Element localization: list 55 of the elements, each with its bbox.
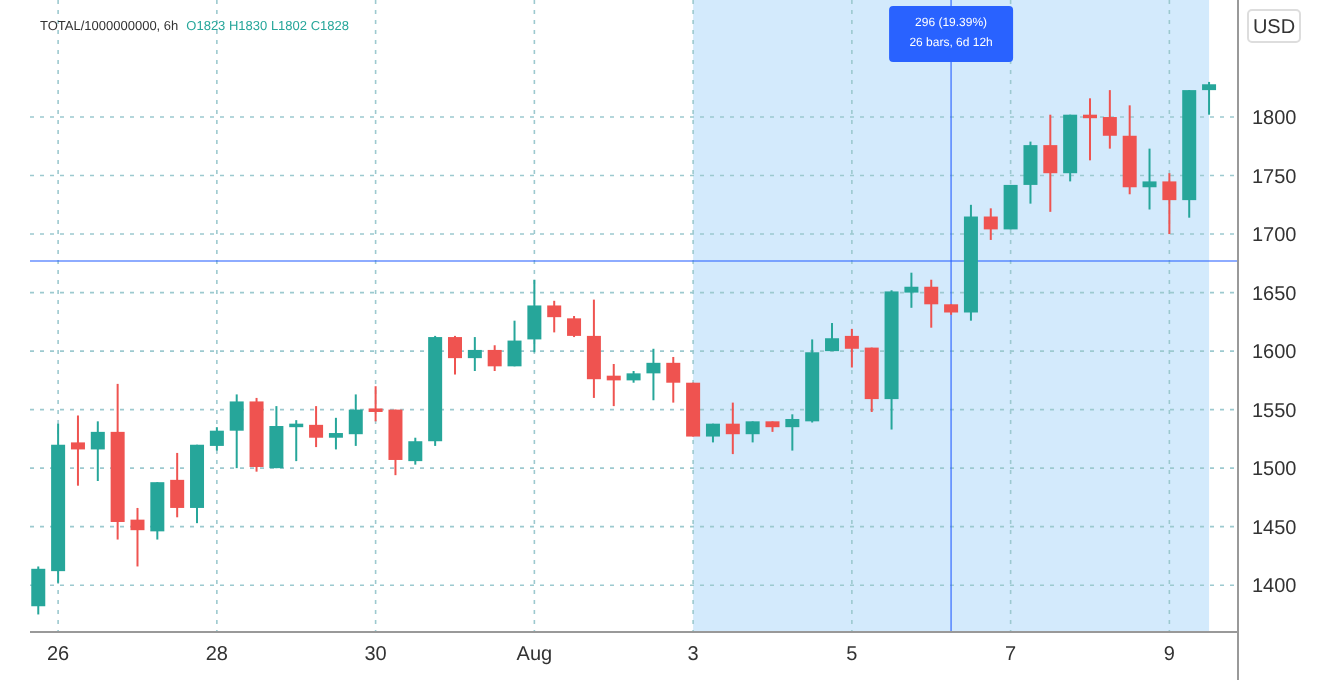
x-tick-label: 9 xyxy=(1163,644,1176,666)
candlestick xyxy=(90,420,105,483)
candlestick xyxy=(844,327,859,369)
candlestick xyxy=(586,298,601,399)
candlestick xyxy=(209,426,224,452)
candlestick xyxy=(785,413,800,452)
candlestick xyxy=(904,271,919,309)
candlestick xyxy=(983,207,998,241)
candlestick xyxy=(646,347,661,402)
y-tick-label: 1650 xyxy=(1252,283,1298,306)
candlestick xyxy=(1202,80,1217,116)
x-tick-label: 28 xyxy=(205,644,229,666)
y-axis-title: USD xyxy=(1252,17,1296,39)
candlestick xyxy=(547,299,562,334)
y-tick-label: 1500 xyxy=(1252,459,1298,482)
candlestick xyxy=(309,405,324,449)
candlestick xyxy=(745,420,760,444)
candlestick xyxy=(825,322,840,353)
candlestick xyxy=(1102,89,1117,150)
candlestick xyxy=(1162,172,1177,236)
candlestick xyxy=(368,385,383,423)
candlestick xyxy=(487,344,502,373)
candlestick xyxy=(170,451,185,519)
candlestick xyxy=(1023,140,1038,205)
y-tick-label: 1800 xyxy=(1252,108,1298,131)
x-tick-label: 5 xyxy=(846,644,859,666)
candlestick xyxy=(567,315,582,339)
y-tick-label: 1600 xyxy=(1252,342,1298,365)
x-tick-label: Aug xyxy=(516,644,553,666)
candlestick xyxy=(31,565,46,616)
y-tick-label: 1700 xyxy=(1252,225,1298,248)
candlestick xyxy=(507,319,522,368)
candlestick xyxy=(348,393,363,447)
candlestick xyxy=(467,336,482,373)
candlestick xyxy=(447,334,462,376)
y-tick-label: 1400 xyxy=(1252,576,1298,599)
candlestick xyxy=(130,506,145,568)
y-tick-label: 1550 xyxy=(1252,400,1298,423)
x-tick-label: 30 xyxy=(364,644,388,666)
y-tick-label: 1450 xyxy=(1252,517,1298,540)
candlestick xyxy=(666,355,681,404)
candlestick xyxy=(70,414,85,487)
candlestick xyxy=(527,278,542,354)
y-tick-label: 1750 xyxy=(1252,166,1298,189)
candlestick xyxy=(269,405,284,470)
candlestick xyxy=(408,436,423,466)
candlestick xyxy=(725,401,740,456)
candlestick xyxy=(1142,147,1157,211)
candlestick xyxy=(924,278,939,329)
x-tick-label: 3 xyxy=(687,644,700,666)
candlestick xyxy=(328,416,343,451)
x-tick-label: 26 xyxy=(46,644,71,666)
candlestick xyxy=(229,393,244,470)
x-tick-label: 7 xyxy=(1005,644,1018,666)
candlestick xyxy=(1043,113,1058,213)
